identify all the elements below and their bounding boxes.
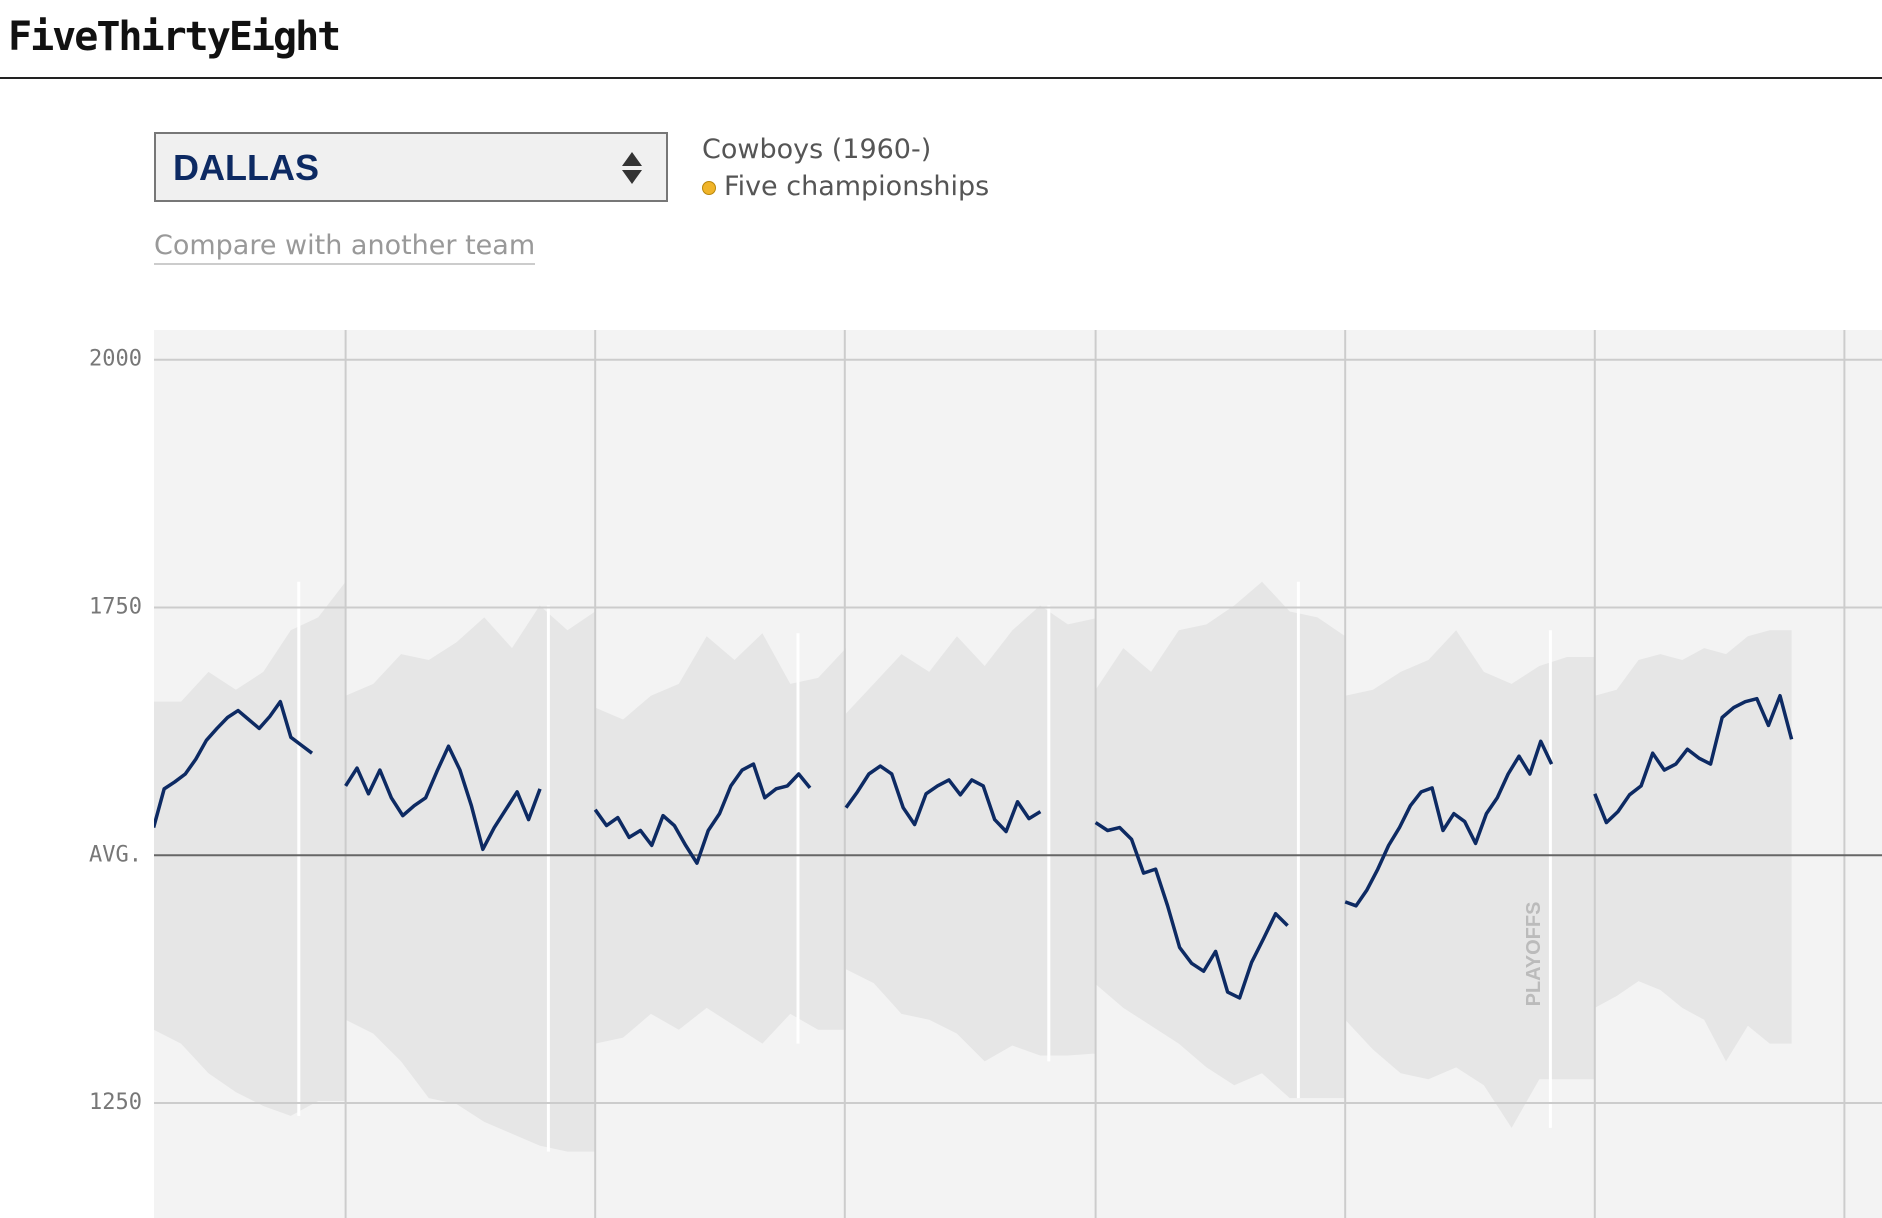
header-rule	[0, 77, 1882, 79]
elo-line	[344, 744, 542, 852]
compare-link[interactable]: Compare with another team	[154, 230, 536, 265]
playoffs-label: PLAYOFFS	[1523, 902, 1545, 1007]
team-championships: Five championships	[702, 171, 989, 202]
elo-line	[844, 764, 1042, 834]
league-range-band	[595, 633, 846, 1044]
team-select[interactable]: DALLAS	[154, 132, 668, 202]
elo-line	[154, 699, 314, 828]
elo-line	[593, 762, 812, 865]
league-range-band	[846, 605, 1096, 1062]
y-tick-label: 1750	[89, 595, 142, 620]
team-name: Cowboys (1960-)	[702, 134, 932, 165]
elo-line	[1593, 693, 1794, 825]
elo-line	[1094, 821, 1289, 1000]
logo[interactable]: FiveThirtyEight	[8, 14, 341, 60]
league-range-band	[1594, 630, 1792, 1062]
championships-text: Five championships	[724, 171, 990, 202]
elo-line	[1344, 739, 1554, 908]
y-tick-label: AVG.	[89, 842, 142, 867]
y-tick-label: 2000	[89, 347, 142, 372]
team-select-value: DALLAS	[173, 147, 319, 188]
league-range-band	[345, 605, 596, 1152]
league-range-band	[1345, 630, 1595, 1128]
y-tick-label: 1250	[89, 1090, 142, 1115]
league-range-band	[1095, 581, 1346, 1099]
select-arrows	[622, 152, 642, 184]
